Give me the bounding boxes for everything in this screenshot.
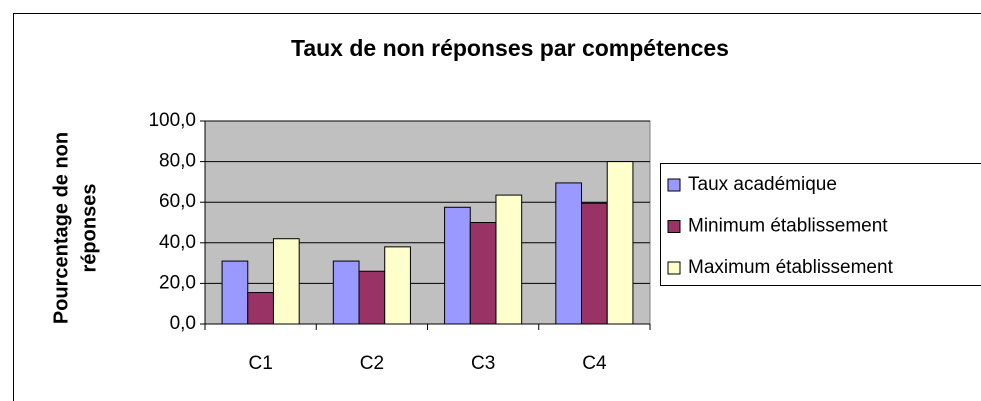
bar (272, 238, 300, 325)
legend-swatch (667, 220, 681, 233)
legend-swatch (667, 261, 681, 275)
legend-label: Taux académique (688, 174, 837, 195)
bar (469, 222, 497, 325)
legend-box (660, 163, 981, 286)
y-tick-label: 60,0 (159, 191, 196, 212)
bar (247, 292, 274, 325)
x-tick-label: C4 (582, 353, 607, 374)
y-tick-label: 20,0 (159, 272, 196, 293)
bar (495, 194, 523, 325)
bar (555, 182, 583, 325)
bar (581, 202, 608, 325)
chart-title: Taux de non réponses par compétences (291, 35, 729, 61)
legend-label: Maximum établissement (688, 257, 894, 278)
bar (358, 270, 386, 325)
bar (444, 206, 471, 325)
x-tick-label: C2 (360, 353, 384, 374)
y-tick-label: 0,0 (170, 313, 196, 334)
legend-label: Minimum établissement (688, 216, 888, 237)
bar (221, 260, 249, 325)
bar (332, 260, 360, 325)
x-tick-label: C1 (248, 353, 272, 374)
x-tick-label: C3 (471, 353, 495, 374)
legend-swatch (667, 178, 681, 192)
y-tick-label: 40,0 (159, 232, 196, 253)
y-axis-label: réponses (78, 184, 100, 273)
bar (384, 246, 411, 325)
y-tick-label: 80,0 (159, 151, 196, 172)
bar (606, 161, 634, 325)
y-axis-label: Pourcentage de non (50, 132, 72, 324)
y-tick-label: 100,0 (148, 110, 196, 131)
